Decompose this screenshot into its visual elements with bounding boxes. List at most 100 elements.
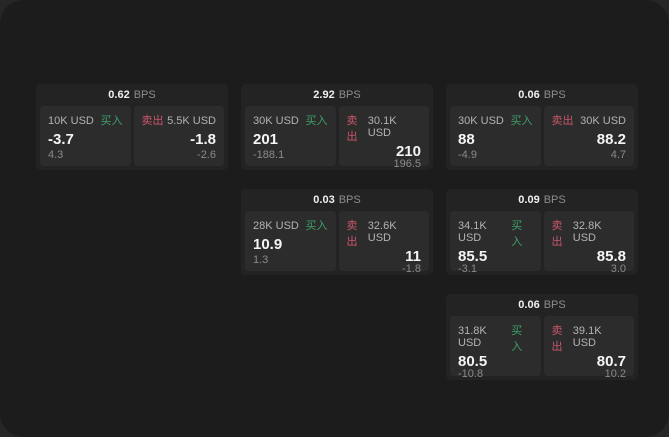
bps-value: 0.09	[518, 194, 540, 206]
sell-side-label: 卖出	[141, 115, 164, 127]
card-body: 34.1K USD 买入 85.5 -3.1 卖出 32.8K USD 85.8…	[446, 211, 638, 275]
sell-amount: 39.1K USD	[572, 325, 602, 349]
bps-suffix-label: BPS	[543, 299, 566, 311]
sell-side-label: 卖出	[551, 220, 563, 248]
sell-amount: 30K USD	[580, 115, 626, 127]
buy-side-label: 买入	[511, 325, 523, 353]
buy-change: -188.1	[253, 149, 285, 161]
sell-quote-cell[interactable]: 卖出 5.5K USD -1.8 -2.6	[133, 106, 224, 166]
buy-change: -4.9	[458, 149, 477, 161]
bps-suffix-label: BPS	[543, 194, 566, 206]
bps-value: 2.92	[313, 89, 335, 101]
bps-suffix-label: BPS	[543, 89, 566, 101]
card-header: 0.03 BPS	[241, 189, 433, 211]
card-header: 2.92 BPS	[241, 84, 433, 106]
sell-cell-top: 卖出 5.5K USD	[142, 112, 217, 128]
sell-quote-cell[interactable]: 卖出 30.1K USD 210 196.5	[338, 106, 429, 170]
buy-amount: 34.1K USD	[458, 220, 487, 244]
sell-quote-cell[interactable]: 卖出 32.8K USD 85.8 3.0	[543, 211, 634, 275]
sell-price: 85.8	[596, 248, 626, 265]
sell-price: -1.8	[190, 130, 216, 148]
buy-cell-top: 30K USD 买入	[253, 112, 328, 128]
buy-price: 201	[253, 130, 279, 148]
buy-price: -3.7	[48, 130, 74, 148]
sell-cell-top: 卖出 32.8K USD	[552, 217, 627, 249]
sell-price: 210	[395, 143, 421, 160]
buy-amount: 30K USD	[458, 115, 504, 127]
buy-price: 80.5	[458, 353, 488, 370]
bps-suffix-label: BPS	[338, 89, 361, 101]
quote-card: 0.06 BPS 31.8K USD 买入 80.5 -10.8 卖出 39.1…	[446, 294, 638, 380]
bps-value: 0.03	[313, 194, 335, 206]
buy-quote-cell[interactable]: 10K USD 买入 -3.7 4.3	[40, 106, 131, 166]
buy-quote-cell[interactable]: 31.8K USD 买入 80.5 -10.8	[450, 316, 541, 380]
quote-card: 2.92 BPS 30K USD 买入 201 -188.1 卖出 30.1K …	[241, 84, 433, 170]
card-header: 0.06 BPS	[446, 84, 638, 106]
sell-amount: 32.6K USD	[367, 220, 397, 244]
sell-amount: 30.1K USD	[367, 115, 397, 139]
sell-cell-top: 卖出 39.1K USD	[552, 322, 627, 354]
buy-cell-top: 34.1K USD 买入	[458, 217, 533, 249]
buy-change: 1.3	[253, 254, 269, 266]
card-body: 30K USD 买入 88 -4.9 卖出 30K USD 88.2 4.7	[446, 106, 638, 170]
card-body: 28K USD 买入 10.9 1.3 卖出 32.6K USD 11 -1.8	[241, 211, 433, 275]
sell-change: -2.6	[197, 149, 216, 161]
sell-side-label: 卖出	[551, 115, 574, 127]
buy-amount: 31.8K USD	[458, 325, 487, 349]
buy-amount: 28K USD	[253, 220, 299, 232]
sell-change: -1.8	[402, 263, 421, 275]
bps-suffix-label: BPS	[338, 194, 361, 206]
sell-side-label: 卖出	[346, 115, 358, 143]
sell-price: 11	[405, 248, 421, 265]
buy-price: 88	[458, 130, 475, 148]
buy-amount: 30K USD	[253, 115, 299, 127]
card-body: 10K USD 买入 -3.7 4.3 卖出 5.5K USD -1.8 -2.…	[36, 106, 228, 170]
buy-quote-cell[interactable]: 34.1K USD 买入 85.5 -3.1	[450, 211, 541, 275]
sell-change: 3.0	[610, 263, 626, 275]
buy-side-label: 买入	[510, 115, 533, 127]
card-body: 30K USD 买入 201 -188.1 卖出 30.1K USD 210 1…	[241, 106, 433, 170]
buy-price: 10.9	[253, 235, 283, 253]
buy-side-label: 买入	[100, 115, 123, 127]
buy-change: -10.8	[458, 368, 484, 380]
sell-side-label: 卖出	[346, 220, 358, 248]
buy-quote-cell[interactable]: 30K USD 买入 201 -188.1	[245, 106, 336, 166]
buy-cell-top: 30K USD 买入	[458, 112, 533, 128]
sell-quote-cell[interactable]: 卖出 32.6K USD 11 -1.8	[338, 211, 429, 275]
buy-amount: 10K USD	[48, 115, 94, 127]
bps-suffix-label: BPS	[133, 89, 156, 101]
quote-card: 0.09 BPS 34.1K USD 买入 85.5 -3.1 卖出 32.8K…	[446, 189, 638, 275]
buy-quote-cell[interactable]: 30K USD 买入 88 -4.9	[450, 106, 541, 166]
sell-change: 4.7	[610, 149, 626, 161]
buy-cell-top: 31.8K USD 买入	[458, 322, 533, 354]
buy-quote-cell[interactable]: 28K USD 买入 10.9 1.3	[245, 211, 336, 271]
sell-change: 10.2	[604, 368, 626, 380]
bps-value: 0.06	[518, 299, 540, 311]
sell-amount: 5.5K USD	[167, 115, 216, 127]
quote-card: 0.03 BPS 28K USD 买入 10.9 1.3 卖出 32.6K US…	[241, 189, 433, 275]
sell-cell-top: 卖出 32.6K USD	[347, 217, 422, 249]
sell-price: 80.7	[596, 353, 626, 370]
sell-change: 196.5	[393, 158, 421, 170]
quote-card: 0.06 BPS 30K USD 买入 88 -4.9 卖出 30K USD 8…	[446, 84, 638, 170]
sell-side-label: 卖出	[551, 325, 563, 353]
sell-amount: 32.8K USD	[572, 220, 602, 244]
sell-quote-cell[interactable]: 卖出 30K USD 88.2 4.7	[543, 106, 634, 166]
card-header: 0.09 BPS	[446, 189, 638, 211]
buy-cell-top: 10K USD 买入	[48, 112, 123, 128]
buy-price: 85.5	[458, 248, 488, 265]
buy-change: 4.3	[48, 149, 64, 161]
card-body: 31.8K USD 买入 80.5 -10.8 卖出 39.1K USD 80.…	[446, 316, 638, 380]
card-header: 0.62 BPS	[36, 84, 228, 106]
quote-card: 0.62 BPS 10K USD 买入 -3.7 4.3 卖出 5.5K USD…	[36, 84, 228, 170]
buy-side-label: 买入	[511, 220, 523, 248]
bps-value: 0.06	[518, 89, 540, 101]
sell-cell-top: 卖出 30.1K USD	[347, 112, 422, 144]
buy-cell-top: 28K USD 买入	[253, 217, 328, 233]
bps-value: 0.62	[108, 89, 130, 101]
sell-quote-cell[interactable]: 卖出 39.1K USD 80.7 10.2	[543, 316, 634, 380]
buy-side-label: 买入	[305, 220, 328, 232]
sell-price: 88.2	[596, 130, 626, 148]
